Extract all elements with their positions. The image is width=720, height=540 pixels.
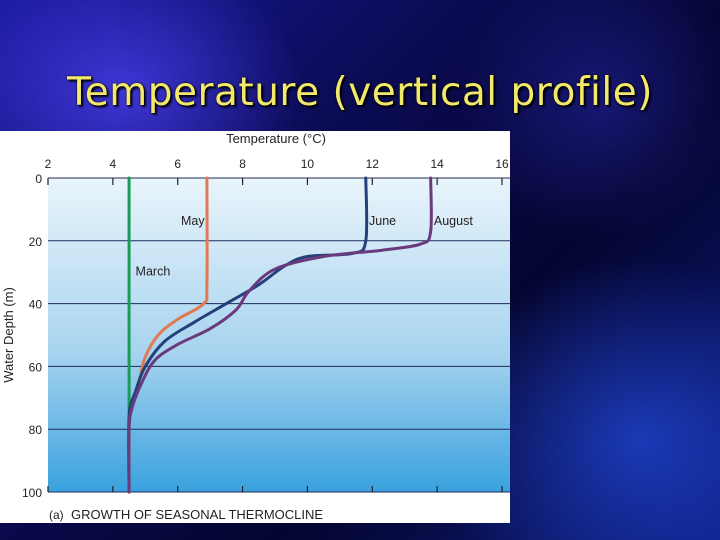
slide-title: Temperature (vertical profile) [67, 70, 653, 115]
gridlines [48, 177, 510, 493]
x-tick-label-8: 8 [239, 157, 246, 171]
x-axis-ticks: 2 4 6 8 10 12 14 16 [45, 157, 509, 492]
series-label-august: August [434, 214, 473, 228]
series-line-august [127, 176, 433, 494]
x-tick-label-14: 14 [430, 157, 444, 171]
series-label-june: June [369, 214, 396, 228]
y-tick-label-80: 80 [29, 423, 43, 437]
series-label-march: March [136, 264, 171, 278]
y-tick-label-100: 100 [22, 486, 42, 500]
y-tick-label-40: 40 [29, 298, 43, 312]
x-tick-label-6: 6 [174, 157, 181, 171]
x-axis-label: Temperature (°C) [226, 131, 326, 146]
panel-label: (a) [49, 508, 64, 522]
chart-title: GROWTH OF SEASONAL THERMOCLINE [71, 507, 323, 522]
x-tick-label-16: 16 [495, 157, 509, 171]
series-labels: March May June August [136, 214, 474, 278]
y-axis-ticks: 0 20 40 60 80 100 [22, 172, 42, 500]
y-axis-label: Water Depth (m) [1, 287, 16, 383]
water-column-background [48, 178, 510, 492]
y-tick-label-0: 0 [35, 172, 42, 186]
series-label-may: May [181, 214, 205, 228]
x-tick-label-12: 12 [366, 157, 380, 171]
x-tick-label-2: 2 [45, 157, 52, 171]
y-tick-label-60: 60 [29, 360, 43, 374]
x-tick-label-4: 4 [110, 157, 117, 171]
thermocline-figure: 2 4 6 8 10 12 14 16 0 20 40 60 80 100 March May June Au… [0, 131, 510, 523]
series-lines [127, 176, 433, 494]
y-tick-label-20: 20 [29, 235, 43, 249]
thermocline-chart: 2 4 6 8 10 12 14 16 0 20 40 60 80 100 March May June Au… [1, 131, 510, 522]
x-tick-label-10: 10 [301, 157, 315, 171]
